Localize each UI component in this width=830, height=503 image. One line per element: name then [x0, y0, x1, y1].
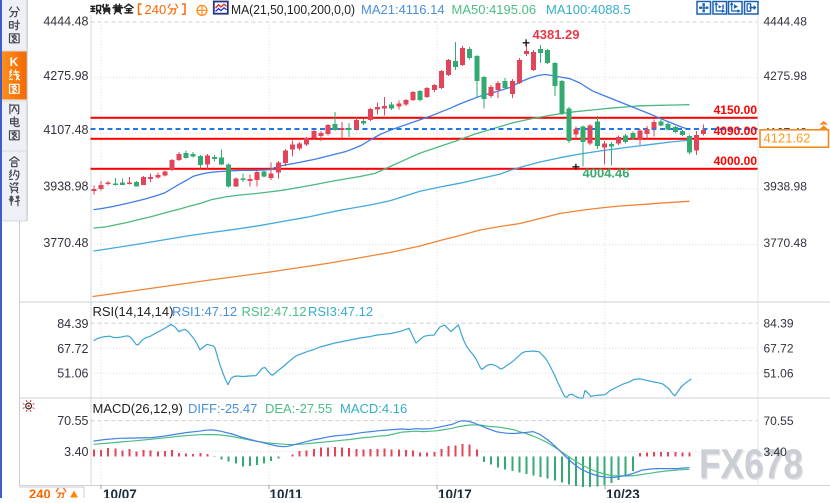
svg-text:K: K	[10, 55, 19, 69]
svg-text:240: 240	[145, 2, 167, 17]
svg-text:3.40: 3.40	[764, 445, 788, 459]
svg-text:MA100:4088.5: MA100:4088.5	[546, 2, 631, 17]
svg-text:4121.62: 4121.62	[764, 131, 811, 146]
svg-text:10/23: 10/23	[606, 487, 640, 498]
svg-text:DEA:-27.55: DEA:-27.55	[265, 401, 332, 416]
svg-text:MA(21,50,100,200,0,0): MA(21,50,100,200,0,0)	[231, 2, 355, 17]
svg-text:4004.46: 4004.46	[583, 166, 630, 181]
svg-text:10/17: 10/17	[438, 487, 472, 498]
svg-text:RSI1:47.12: RSI1:47.12	[172, 304, 237, 319]
svg-text:240: 240	[29, 487, 51, 499]
svg-text:4107.48: 4107.48	[43, 123, 88, 137]
svg-text:3770.48: 3770.48	[43, 236, 88, 250]
svg-text:4381.29: 4381.29	[533, 27, 580, 42]
svg-text:MA50:4195.06: MA50:4195.06	[452, 2, 537, 17]
svg-text:RSI(14,14,14): RSI(14,14,14)	[93, 304, 174, 319]
svg-text:4150.00: 4150.00	[714, 103, 758, 117]
svg-text:FX678: FX678	[699, 440, 803, 487]
svg-text:84.39: 84.39	[764, 317, 794, 331]
svg-text:DIFF:-25.47: DIFF:-25.47	[188, 401, 257, 416]
svg-text:3770.48: 3770.48	[764, 236, 808, 250]
svg-text:67.72: 67.72	[57, 342, 88, 356]
svg-text:4275.98: 4275.98	[43, 69, 88, 83]
svg-text:4090.00: 4090.00	[714, 124, 758, 138]
svg-text:4444.48: 4444.48	[764, 15, 808, 29]
svg-text:51.06: 51.06	[764, 367, 794, 381]
svg-text:70.55: 70.55	[57, 414, 88, 428]
svg-text:3938.98: 3938.98	[43, 180, 88, 194]
svg-text:MA21:4116.14: MA21:4116.14	[361, 2, 445, 17]
svg-text:67.72: 67.72	[764, 342, 794, 356]
svg-text:10/07: 10/07	[103, 487, 137, 498]
svg-text:RSI3:47.12: RSI3:47.12	[308, 304, 373, 319]
svg-text:51.06: 51.06	[57, 367, 88, 381]
svg-text:4275.98: 4275.98	[764, 69, 808, 83]
svg-text:84.39: 84.39	[57, 317, 88, 331]
svg-text:MACD:4.16: MACD:4.16	[340, 401, 407, 416]
svg-text:4000.00: 4000.00	[714, 154, 758, 168]
svg-text:10/11: 10/11	[270, 487, 304, 498]
svg-text:MACD(26,12,9): MACD(26,12,9)	[93, 401, 183, 416]
svg-text:3938.98: 3938.98	[764, 180, 808, 194]
svg-text:70.55: 70.55	[764, 414, 794, 428]
svg-text:RSI2:47.12: RSI2:47.12	[242, 304, 307, 319]
svg-text:3.40: 3.40	[64, 445, 88, 459]
svg-text:4444.48: 4444.48	[43, 15, 88, 29]
